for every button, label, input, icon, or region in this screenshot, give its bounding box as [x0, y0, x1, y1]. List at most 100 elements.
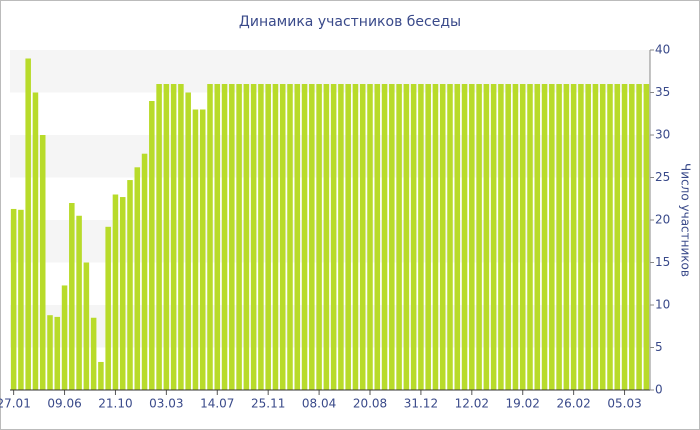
bar: [629, 84, 635, 390]
bar: [243, 84, 250, 390]
bar: [410, 84, 417, 390]
x-tick-label: 26.02: [556, 397, 590, 411]
bar: [381, 84, 388, 390]
bar: [330, 84, 337, 390]
bar: [250, 84, 257, 390]
y-axis-label: Число участников: [679, 163, 693, 277]
bar: [599, 84, 606, 390]
bar: [614, 84, 621, 390]
bar: [592, 84, 599, 390]
bar: [192, 109, 199, 390]
bar: [447, 84, 453, 390]
bar: [170, 84, 177, 390]
bar: [61, 285, 68, 390]
y-tick-label: 25: [655, 170, 670, 184]
bar: [316, 84, 322, 390]
bar: [578, 84, 584, 390]
bar: [338, 84, 344, 390]
y-tick-label: 35: [655, 85, 670, 99]
bar: [563, 84, 570, 390]
bar: [112, 194, 119, 390]
bar: [643, 84, 650, 390]
bar: [54, 316, 61, 390]
bar: [454, 84, 461, 390]
bar: [163, 84, 170, 390]
bar: [32, 92, 39, 390]
bar: [76, 215, 82, 390]
bar: [483, 84, 490, 390]
bar: [25, 58, 31, 390]
bar: [83, 262, 90, 390]
x-tick-label: 25.11: [251, 397, 285, 411]
bar: [498, 84, 504, 390]
bar: [396, 84, 402, 390]
bar: [141, 153, 148, 390]
bar: [18, 209, 24, 390]
bar: [214, 84, 221, 390]
bar: [490, 84, 497, 390]
bar: [519, 84, 526, 390]
bar: [105, 226, 111, 390]
bar: [229, 84, 235, 390]
x-tick-label: 20.08: [353, 397, 387, 411]
bar: [207, 84, 213, 390]
x-tick-label: 21.10: [98, 397, 132, 411]
y-tick-label: 40: [655, 43, 670, 57]
bar: [294, 84, 301, 390]
chart-title: Динамика участников беседы: [239, 14, 461, 30]
bar: [432, 84, 439, 390]
y-tick-label: 30: [655, 128, 670, 142]
bar: [541, 84, 548, 390]
x-tick-label: 05.03: [607, 397, 641, 411]
bar: [127, 180, 133, 390]
bar: [439, 84, 446, 390]
bar: [425, 84, 431, 390]
bar: [309, 84, 315, 390]
bar: [258, 84, 264, 390]
bar: [301, 84, 308, 390]
bar: [178, 84, 184, 390]
y-tick-label: 0: [655, 383, 663, 397]
x-tick-label: 19.02: [506, 397, 540, 411]
x-tick-label: 14.07: [200, 397, 234, 411]
bar: [367, 84, 373, 390]
x-tick-label: 12.02: [455, 397, 489, 411]
bar: [556, 84, 562, 390]
x-tick-label: 31.12: [404, 397, 438, 411]
bar: [185, 92, 191, 390]
x-tick-label: 09.06: [47, 397, 81, 411]
bar: [323, 84, 330, 390]
x-tick-label: 03.03: [149, 397, 183, 411]
bar: [39, 135, 46, 390]
bar: [636, 84, 642, 390]
bar: [265, 84, 271, 390]
bar: [272, 84, 279, 390]
bar: [149, 101, 155, 390]
bar: [585, 84, 591, 390]
x-tick-label: 08.04: [302, 397, 336, 411]
bar: [374, 84, 381, 390]
bar: [570, 84, 577, 390]
bar: [221, 84, 228, 390]
bar: [418, 84, 424, 390]
bar: [119, 197, 126, 390]
bar: [476, 84, 482, 390]
bar: [134, 167, 141, 390]
bar: [469, 84, 475, 390]
bar: [69, 203, 75, 390]
bar: [279, 84, 286, 390]
y-tick-label: 5: [655, 340, 663, 354]
bar: [345, 84, 351, 390]
bar: [461, 84, 468, 390]
bar: [549, 84, 555, 390]
bar: [352, 84, 359, 390]
y-tick-label: 20: [655, 213, 670, 227]
bar: [287, 84, 293, 390]
bar: [47, 315, 53, 390]
x-tick-label: 27.01: [0, 397, 31, 411]
bar: [389, 84, 395, 390]
bar: [236, 84, 242, 390]
bar: [403, 84, 410, 390]
y-tick-label: 15: [655, 255, 670, 269]
